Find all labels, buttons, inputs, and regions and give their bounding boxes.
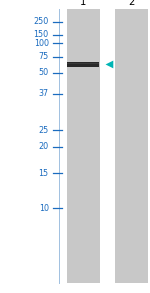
Bar <box>67 63 99 64</box>
Text: 37: 37 <box>39 89 49 98</box>
Text: 25: 25 <box>39 126 49 135</box>
Text: 15: 15 <box>39 169 49 178</box>
Bar <box>115 9 148 283</box>
Text: 250: 250 <box>33 18 49 26</box>
Text: 1: 1 <box>80 0 86 7</box>
Text: 20: 20 <box>39 142 49 151</box>
Bar <box>67 9 100 283</box>
Text: 150: 150 <box>34 30 49 39</box>
Text: 75: 75 <box>39 52 49 61</box>
Text: 10: 10 <box>39 204 49 212</box>
Bar <box>67 62 99 67</box>
Text: 100: 100 <box>34 39 49 48</box>
Text: 50: 50 <box>39 68 49 77</box>
Text: 2: 2 <box>128 0 134 7</box>
